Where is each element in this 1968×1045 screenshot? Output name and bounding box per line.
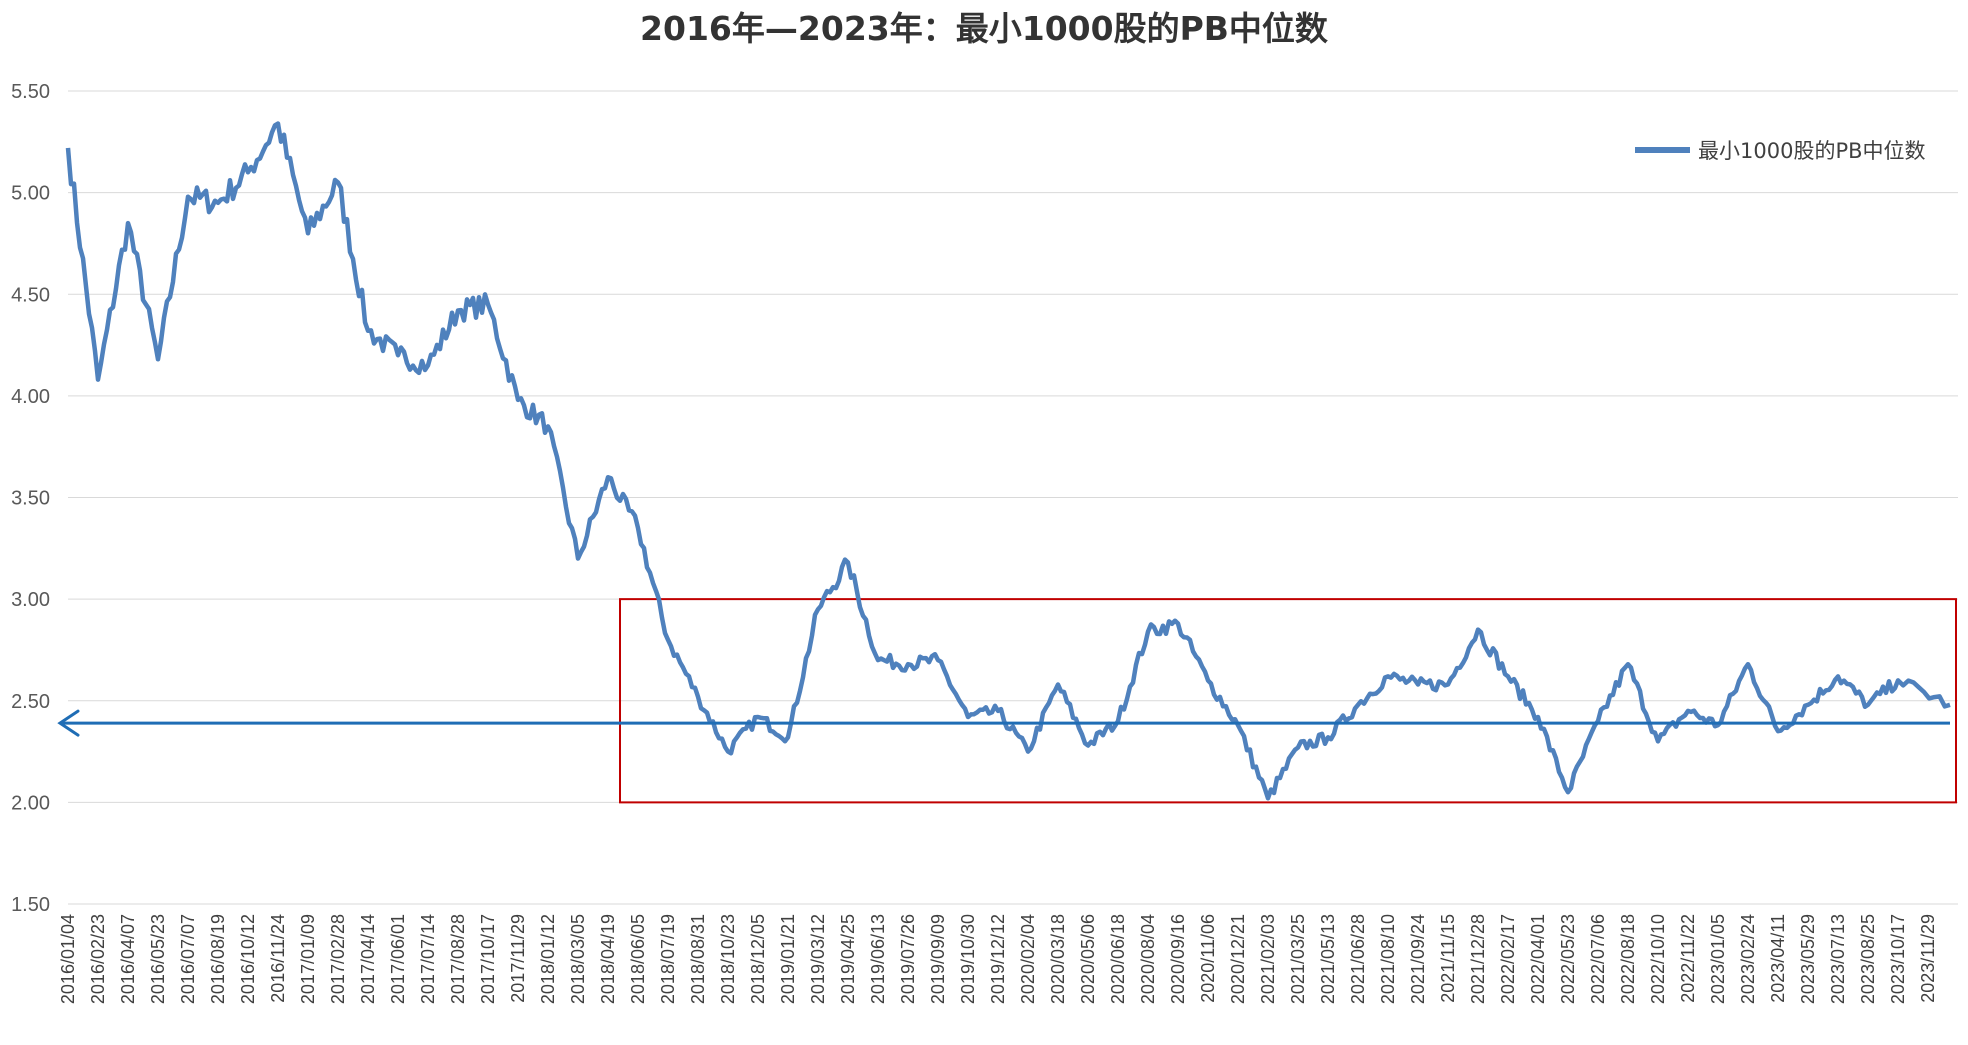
x-tick-label: 2023/04/11: [1768, 914, 1788, 1003]
x-tick-label: 2017/04/14: [358, 914, 378, 1004]
x-tick-label: 2020/02/04: [1018, 914, 1038, 1004]
x-tick-label: 2018/10/23: [718, 914, 738, 1004]
x-tick-label: 2023/07/13: [1828, 914, 1848, 1004]
x-tick-label: 2021/02/03: [1258, 914, 1278, 1004]
x-tick-label: 2018/06/05: [628, 914, 648, 1004]
x-tick-label: 2023/01/05: [1708, 914, 1728, 1004]
series-line: [65, 121, 1951, 801]
x-tick-label: 2020/06/18: [1108, 914, 1128, 1004]
x-tick-label: 2023/05/29: [1798, 914, 1818, 1004]
x-tick-label: 2023/10/17: [1888, 914, 1908, 1004]
x-tick-label: 2017/01/09: [298, 914, 318, 1004]
x-tick-label: 2021/11/15: [1438, 914, 1458, 1003]
x-tick-label: 2021/06/28: [1348, 914, 1368, 1004]
x-tick-label: 2021/05/13: [1318, 914, 1338, 1004]
x-tick-label: 2023/08/25: [1858, 914, 1878, 1004]
x-tick-label: 2016/01/04: [58, 914, 78, 1004]
x-tick-label: 2018/12/05: [748, 914, 768, 1004]
y-tick-label: 1.50: [11, 894, 50, 916]
x-tick-label: 2017/06/01: [388, 914, 408, 1004]
x-tick-label: 2019/07/26: [898, 914, 918, 1004]
x-tick-label: 2016/05/23: [148, 914, 168, 1004]
series-layer: [65, 121, 1951, 801]
legend-label: 最小1000股的PB中位数: [1698, 139, 1926, 163]
x-tick-label: 2016/10/12: [238, 914, 258, 1004]
x-tick-label: 2019/04/25: [838, 914, 858, 1004]
x-tick-label: 2018/08/31: [688, 914, 708, 1004]
reference-line-layer: [57, 709, 1950, 737]
y-tick-label: 5.50: [11, 81, 50, 103]
x-tick-label: 2020/12/21: [1228, 914, 1248, 1004]
x-tick-label: 2019/10/30: [958, 914, 978, 1004]
x-tick-label: 2017/10/17: [478, 914, 498, 1004]
x-tick-label: 2020/11/06: [1198, 914, 1218, 1003]
y-tick-label: 2.00: [11, 792, 50, 814]
x-tick-label: 2022/07/06: [1588, 914, 1608, 1004]
legend: 最小1000股的PB中位数: [1635, 139, 1926, 163]
x-tick-label: 2016/07/07: [178, 914, 198, 1004]
x-axis-tick-labels: 2016/01/04 2016/02/23 2016/04/07 2016/05/23…: [58, 914, 1938, 1004]
y-tick-label: 3.50: [11, 488, 50, 510]
x-tick-label: 2018/03/05: [568, 914, 588, 1004]
x-tick-label: 2016/08/19: [208, 914, 228, 1004]
y-tick-label: 2.50: [11, 691, 50, 713]
x-tick-label: 2022/10/10: [1648, 914, 1668, 1004]
x-tick-label: 2022/05/23: [1558, 914, 1578, 1004]
x-tick-label: 2017/02/28: [328, 914, 348, 1004]
x-tick-label: 2022/08/18: [1618, 914, 1638, 1004]
x-tick-label: 2021/03/25: [1288, 914, 1308, 1004]
x-tick-label: 2017/07/14: [418, 914, 438, 1004]
x-tick-label: 2019/12/12: [988, 914, 1008, 1004]
x-tick-label: 2020/03/18: [1048, 914, 1068, 1004]
gridlines: [68, 90, 1958, 905]
x-tick-label: 2016/11/24: [268, 914, 288, 1003]
x-tick-label: 2020/08/04: [1138, 914, 1158, 1004]
highlight-box-layer: [619, 598, 1957, 804]
x-tick-label: 2017/11/29: [508, 914, 528, 1003]
x-tick-label: 2021/09/24: [1408, 914, 1428, 1004]
x-tick-label: 2023/02/24: [1738, 914, 1758, 1004]
x-tick-label: 2018/04/19: [598, 914, 618, 1004]
x-tick-label: 2018/07/19: [658, 914, 678, 1004]
chart-title: 2016年—2023年：最小1000股的PB中位数: [640, 9, 1329, 48]
y-axis-tick-labels: 1.50 2.00 2.50 3.00 3.50 4.00 4.50 5.00 5.50: [11, 81, 50, 916]
x-tick-label: 2019/01/21: [778, 914, 798, 1004]
x-tick-label: 2019/09/09: [928, 914, 948, 1004]
x-tick-label: 2019/03/12: [808, 914, 828, 1004]
x-tick-label: 2023/11/29: [1918, 914, 1938, 1003]
x-tick-label: 2016/02/23: [88, 914, 108, 1004]
y-tick-label: 3.00: [11, 589, 50, 611]
x-tick-label: 2022/11/22: [1678, 914, 1698, 1003]
x-tick-label: 2021/12/28: [1468, 914, 1488, 1004]
reference-arrow: [57, 709, 80, 737]
x-tick-label: 2022/02/17: [1498, 914, 1518, 1004]
x-tick-label: 2020/05/06: [1078, 914, 1098, 1004]
x-tick-label: 2018/01/12: [538, 914, 558, 1004]
x-tick-label: 2019/06/13: [868, 914, 888, 1004]
x-tick-label: 2017/08/28: [448, 914, 468, 1004]
x-tick-label: 2020/09/16: [1168, 914, 1188, 1004]
y-tick-label: 4.50: [11, 284, 50, 306]
y-tick-label: 4.00: [11, 386, 50, 408]
x-tick-label: 2022/04/01: [1528, 914, 1548, 1004]
y-tick-label: 5.00: [11, 183, 50, 205]
x-tick-label: 2016/04/07: [118, 914, 138, 1004]
x-tick-label: 2021/08/10: [1378, 914, 1398, 1004]
highlight-box: [619, 598, 1957, 804]
